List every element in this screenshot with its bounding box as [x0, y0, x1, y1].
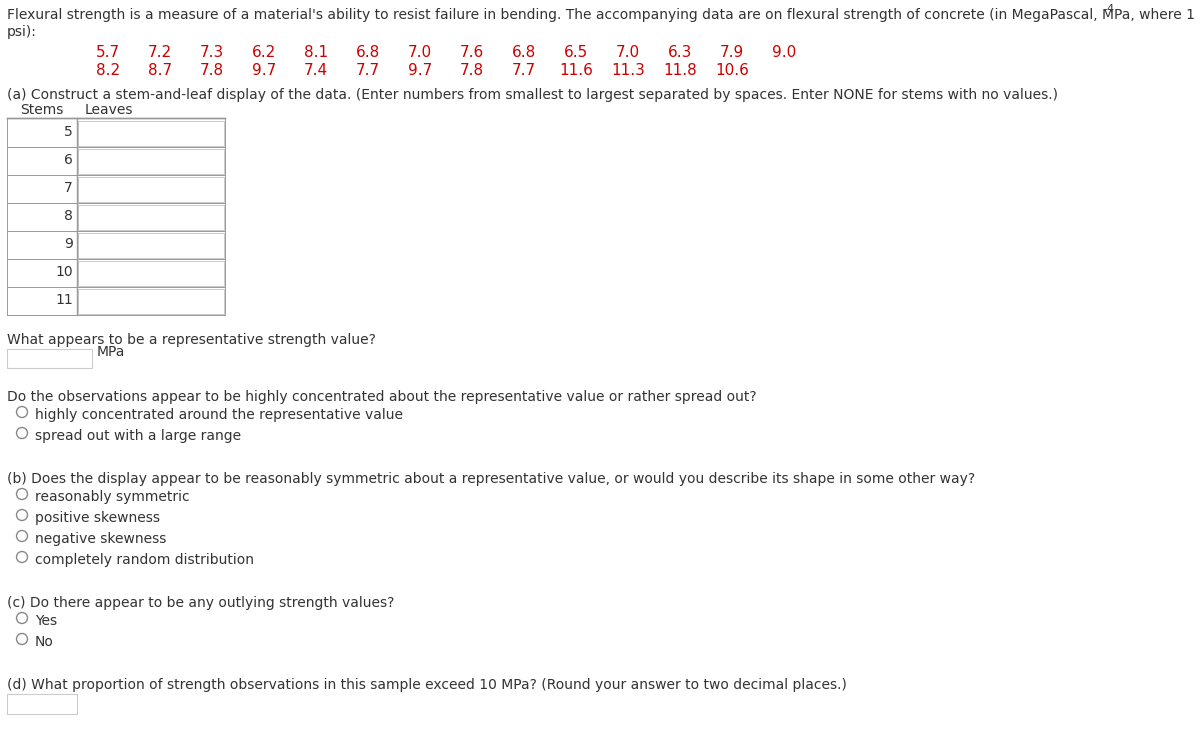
- Text: 7.0: 7.0: [616, 45, 640, 60]
- Text: 7.8: 7.8: [460, 63, 484, 78]
- Text: 10.6: 10.6: [715, 63, 749, 78]
- Bar: [78, 205, 224, 230]
- Text: negative skewness: negative skewness: [35, 532, 167, 546]
- Text: 7.7: 7.7: [512, 63, 536, 78]
- Text: 7.9: 7.9: [720, 45, 744, 60]
- Text: 8.1: 8.1: [304, 45, 328, 60]
- Text: Yes: Yes: [35, 614, 58, 628]
- Text: 9.7: 9.7: [408, 63, 432, 78]
- Text: completely random distribution: completely random distribution: [35, 553, 254, 567]
- Text: (d) What proportion of strength observations in this sample exceed 10 MPa? (Roun: (d) What proportion of strength observat…: [7, 678, 847, 692]
- Text: No: No: [35, 635, 54, 649]
- Text: 6.2: 6.2: [252, 45, 276, 60]
- Text: What appears to be a representative strength value?: What appears to be a representative stre…: [7, 333, 376, 347]
- Text: 7: 7: [65, 181, 73, 195]
- Text: reasonably symmetric: reasonably symmetric: [35, 490, 190, 504]
- Text: 7.0: 7.0: [408, 45, 432, 60]
- Bar: [78, 233, 224, 258]
- Text: 8.7: 8.7: [148, 63, 172, 78]
- Text: Do the observations appear to be highly concentrated about the representative va: Do the observations appear to be highly …: [7, 390, 757, 404]
- Bar: [78, 289, 224, 314]
- Text: spread out with a large range: spread out with a large range: [35, 429, 241, 443]
- Text: 11.6: 11.6: [559, 63, 593, 78]
- Text: 7.3: 7.3: [200, 45, 224, 60]
- Text: 9: 9: [64, 237, 73, 251]
- Text: 6.8: 6.8: [356, 45, 380, 60]
- Text: 11.8: 11.8: [664, 63, 697, 78]
- Text: 7.4: 7.4: [304, 63, 328, 78]
- Text: 5.7: 5.7: [96, 45, 120, 60]
- Text: Leaves: Leaves: [85, 103, 133, 117]
- Text: highly concentrated around the representative value: highly concentrated around the represent…: [35, 408, 403, 422]
- Text: (a) Construct a stem-and-leaf display of the data. (Enter numbers from smallest : (a) Construct a stem-and-leaf display of…: [7, 88, 1058, 102]
- Text: 9.0: 9.0: [772, 45, 796, 60]
- Bar: [78, 121, 224, 146]
- Text: 7.7: 7.7: [356, 63, 380, 78]
- Text: Stems: Stems: [20, 103, 64, 117]
- Text: 8.2: 8.2: [96, 63, 120, 78]
- Text: (c) Do there appear to be any outlying strength values?: (c) Do there appear to be any outlying s…: [7, 596, 395, 610]
- Text: 8: 8: [64, 210, 73, 223]
- Text: psi):: psi):: [7, 25, 37, 39]
- Bar: [78, 177, 224, 202]
- Bar: [7, 694, 77, 714]
- Text: -4: -4: [1103, 4, 1114, 14]
- Bar: [7, 349, 92, 368]
- Bar: [78, 261, 224, 286]
- Text: 10: 10: [55, 266, 73, 280]
- Text: 6.8: 6.8: [512, 45, 536, 60]
- Text: (b) Does the display appear to be reasonably symmetric about a representative va: (b) Does the display appear to be reason…: [7, 472, 976, 486]
- Text: 7.2: 7.2: [148, 45, 172, 60]
- Text: MPa: MPa: [97, 345, 125, 359]
- Text: 7.6: 7.6: [460, 45, 484, 60]
- Text: 6: 6: [64, 154, 73, 167]
- Text: 6.5: 6.5: [564, 45, 588, 60]
- Text: 5: 5: [65, 125, 73, 140]
- Text: 7.8: 7.8: [200, 63, 224, 78]
- Text: 6.3: 6.3: [668, 45, 692, 60]
- Text: positive skewness: positive skewness: [35, 511, 160, 525]
- Text: 11.3: 11.3: [611, 63, 644, 78]
- Text: 9.7: 9.7: [252, 63, 276, 78]
- Bar: [78, 149, 224, 174]
- Text: 11: 11: [55, 293, 73, 307]
- Text: Flexural strength is a measure of a material's ability to resist failure in bend: Flexural strength is a measure of a mate…: [7, 8, 1200, 22]
